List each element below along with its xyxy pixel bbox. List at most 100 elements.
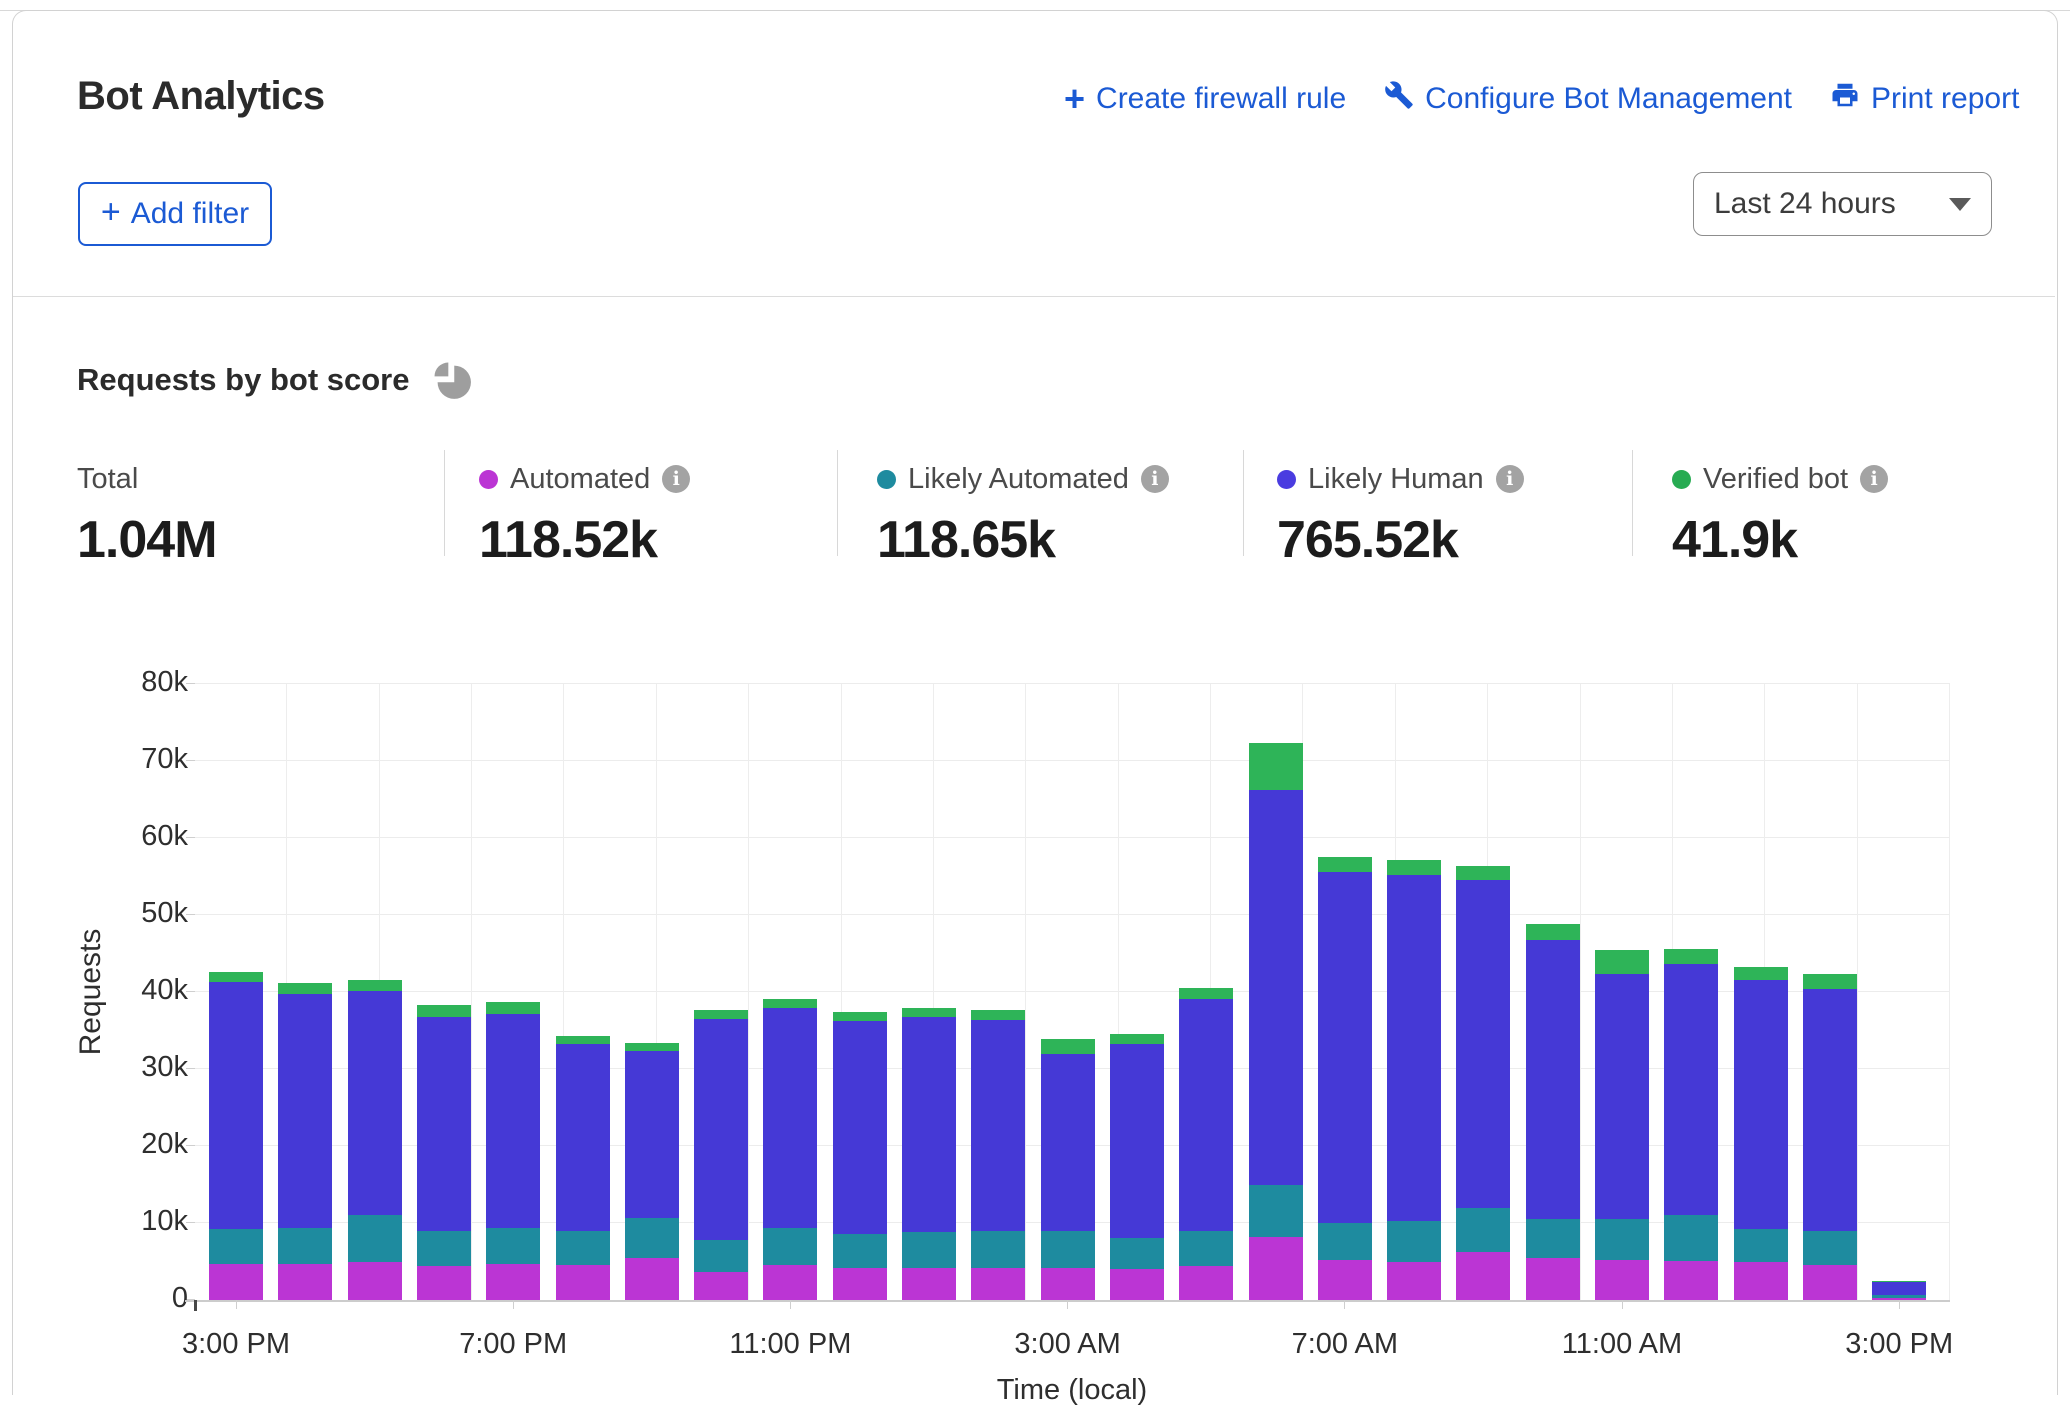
bar-segment-automated[interactable] <box>1733 1262 1788 1300</box>
bar-segment-automated[interactable] <box>347 1261 402 1300</box>
bar-segment-likely-automated[interactable] <box>416 1230 471 1267</box>
bar-segment-automated[interactable] <box>278 1263 333 1300</box>
bar-segment-automated[interactable] <box>1387 1261 1442 1300</box>
bar-segment-verified-bot[interactable] <box>1317 857 1372 872</box>
bar-segment-likely-automated[interactable] <box>1387 1220 1442 1262</box>
bar-segment-verified-bot[interactable] <box>1179 988 1234 999</box>
bar-segment-likely-automated[interactable] <box>1802 1230 1857 1265</box>
bar-segment-likely-human[interactable] <box>1040 1054 1095 1231</box>
bar-segment-verified-bot[interactable] <box>902 1008 956 1018</box>
bar-segment-verified-bot[interactable] <box>555 1035 610 1045</box>
bar-segment-likely-human[interactable] <box>902 1017 956 1233</box>
bar-segment-automated[interactable] <box>1248 1236 1303 1300</box>
bar-segment-likely-human[interactable] <box>1179 998 1234 1231</box>
bar-segment-likely-human[interactable] <box>1317 871 1372 1223</box>
bar-segment-likely-automated[interactable] <box>1040 1230 1095 1268</box>
bar-segment-automated[interactable] <box>1595 1259 1649 1300</box>
bar-segment-likely-human[interactable] <box>1456 880 1511 1208</box>
bar-segment-automated[interactable] <box>209 1263 263 1300</box>
bar-segment-verified-bot[interactable] <box>1109 1033 1164 1045</box>
bar-segment-verified-bot[interactable] <box>832 1012 887 1022</box>
bar-segment-verified-bot[interactable] <box>1387 859 1442 875</box>
bar-segment-verified-bot[interactable] <box>486 1002 541 1014</box>
bar-segment-likely-human[interactable] <box>1248 790 1303 1186</box>
bar-segment-automated[interactable] <box>832 1268 887 1300</box>
bar-segment-likely-automated[interactable] <box>209 1229 263 1264</box>
info-icon[interactable]: i <box>662 465 691 493</box>
bar-segment-likely-automated[interactable] <box>624 1218 679 1259</box>
bar-segment-verified-bot[interactable] <box>209 972 263 982</box>
bar-segment-likely-human[interactable] <box>1525 939 1580 1220</box>
bar-segment-likely-human[interactable] <box>416 1016 471 1231</box>
bar-segment-automated[interactable] <box>902 1267 956 1300</box>
bar-segment-likely-human[interactable] <box>1664 963 1719 1216</box>
bar-segment-likely-automated[interactable] <box>1525 1219 1580 1258</box>
bar-segment-verified-bot[interactable] <box>347 979 402 992</box>
bar-segment-likely-human[interactable] <box>555 1044 610 1231</box>
bar-segment-automated[interactable] <box>971 1268 1026 1300</box>
bar-segment-automated[interactable] <box>1179 1266 1234 1300</box>
bar-segment-automated[interactable] <box>1802 1264 1857 1300</box>
bar-segment-likely-human[interactable] <box>209 982 263 1230</box>
bar-segment-likely-automated[interactable] <box>1109 1237 1164 1270</box>
bar-segment-automated[interactable] <box>624 1258 679 1300</box>
bar-segment-likely-automated[interactable] <box>1872 1295 1927 1298</box>
bar-segment-likely-automated[interactable] <box>763 1227 818 1265</box>
bar-segment-likely-human[interactable] <box>278 993 333 1229</box>
bar-segment-verified-bot[interactable] <box>1872 1280 1927 1282</box>
bar-segment-likely-automated[interactable] <box>1456 1207 1511 1253</box>
info-icon[interactable]: i <box>1495 465 1524 493</box>
bar-segment-automated[interactable] <box>1040 1267 1095 1300</box>
bar-segment-automated[interactable] <box>763 1264 818 1300</box>
bar-segment-likely-automated[interactable] <box>1248 1185 1303 1237</box>
bar-segment-automated[interactable] <box>1109 1269 1164 1300</box>
bar-segment-verified-bot[interactable] <box>1040 1038 1095 1055</box>
bar-segment-likely-automated[interactable] <box>1179 1230 1234 1267</box>
bar-segment-likely-human[interactable] <box>1109 1044 1164 1238</box>
bar-segment-likely-human[interactable] <box>763 1008 818 1228</box>
bar-segment-verified-bot[interactable] <box>416 1005 471 1017</box>
create-firewall-rule-link[interactable]: + Create firewall rule <box>1064 78 1347 119</box>
bar-segment-verified-bot[interactable] <box>1733 966 1788 980</box>
bar-segment-likely-automated[interactable] <box>694 1239 749 1272</box>
bar-segment-likely-automated[interactable] <box>347 1215 402 1262</box>
bar-segment-automated[interactable] <box>1525 1257 1580 1300</box>
bar-segment-verified-bot[interactable] <box>278 982 333 994</box>
bar-segment-likely-automated[interactable] <box>902 1232 956 1268</box>
bar-segment-verified-bot[interactable] <box>1595 949 1649 974</box>
bar-segment-likely-human[interactable] <box>1872 1281 1927 1296</box>
bar-segment-automated[interactable] <box>1317 1259 1372 1300</box>
bar-segment-verified-bot[interactable] <box>1248 743 1303 791</box>
bar-segment-likely-human[interactable] <box>486 1013 541 1229</box>
bar-segment-likely-human[interactable] <box>1802 988 1857 1231</box>
bar-segment-likely-automated[interactable] <box>1733 1229 1788 1263</box>
info-icon[interactable]: i <box>1140 465 1169 493</box>
bar-segment-automated[interactable] <box>1872 1297 1927 1300</box>
bar-segment-verified-bot[interactable] <box>1802 974 1857 989</box>
bar-segment-likely-automated[interactable] <box>1664 1215 1719 1261</box>
bar-segment-likely-automated[interactable] <box>278 1228 333 1264</box>
bar-segment-verified-bot[interactable] <box>1456 865 1511 881</box>
bar-segment-verified-bot[interactable] <box>624 1042 679 1051</box>
bar-segment-likely-automated[interactable] <box>971 1230 1026 1269</box>
bar-segment-likely-automated[interactable] <box>555 1230 610 1266</box>
bar-segment-automated[interactable] <box>416 1266 471 1300</box>
bar-segment-likely-automated[interactable] <box>1317 1223 1372 1260</box>
bar-segment-likely-human[interactable] <box>1733 979 1788 1230</box>
add-filter-button[interactable]: + Add filter <box>78 182 272 246</box>
bar-segment-automated[interactable] <box>1664 1260 1719 1300</box>
bar-segment-automated[interactable] <box>555 1265 610 1300</box>
bar-segment-likely-human[interactable] <box>1387 874 1442 1221</box>
bar-segment-automated[interactable] <box>486 1263 541 1300</box>
bar-segment-likely-human[interactable] <box>694 1018 749 1240</box>
bar-segment-verified-bot[interactable] <box>1664 948 1719 964</box>
time-range-select[interactable]: Last 24 hours <box>1693 172 1992 236</box>
bar-segment-verified-bot[interactable] <box>1525 924 1580 940</box>
bar-segment-likely-automated[interactable] <box>486 1228 541 1264</box>
configure-bot-management-link[interactable]: Configure Bot Management <box>1384 80 1792 118</box>
bar-segment-verified-bot[interactable] <box>971 1009 1026 1020</box>
bar-segment-likely-human[interactable] <box>832 1021 887 1234</box>
bar-segment-likely-human[interactable] <box>347 991 402 1216</box>
bar-segment-likely-human[interactable] <box>624 1050 679 1219</box>
bar-segment-automated[interactable] <box>1456 1252 1511 1300</box>
